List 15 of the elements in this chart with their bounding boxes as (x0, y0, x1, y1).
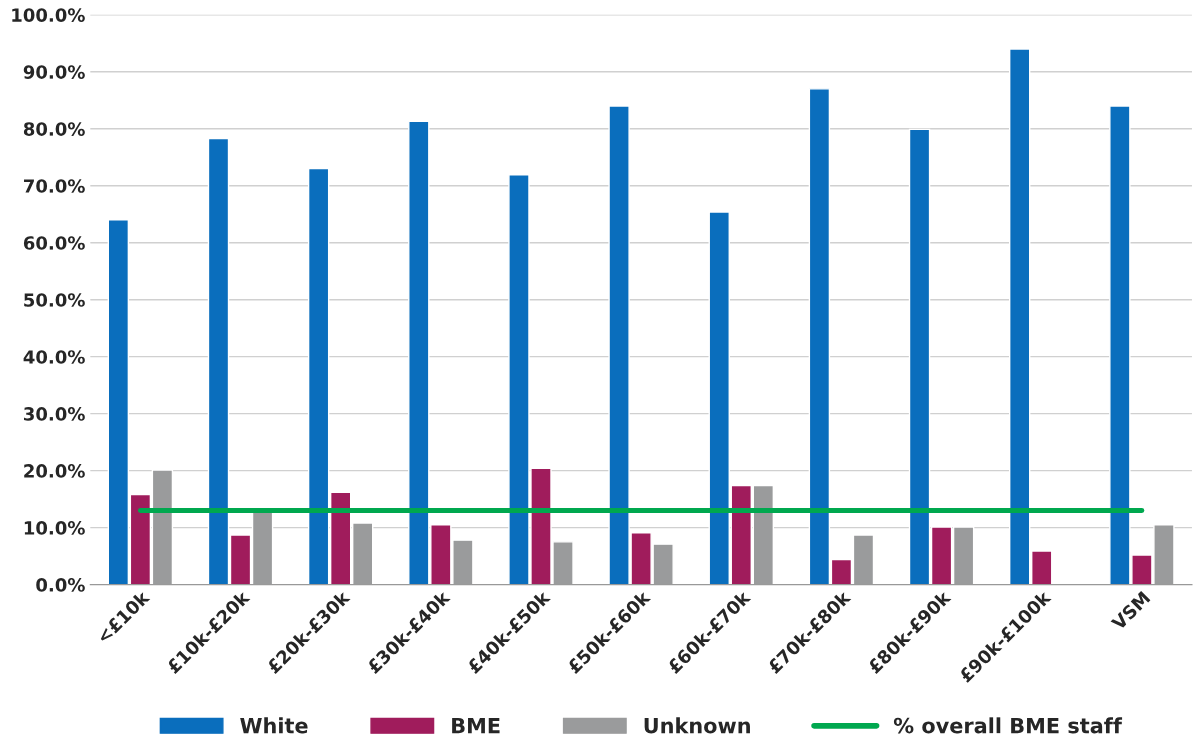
y-tick-label: 30.0% (24, 407, 85, 421)
y-tick-label: 80.0% (23, 122, 85, 136)
y-tick-label: 40.0% (23, 350, 85, 364)
y-tick-label: 100.0% (12, 8, 85, 22)
y-tick-label: 70.0% (24, 179, 85, 193)
legend-label: BME (452, 717, 500, 734)
y-tick-label: 60.0% (23, 236, 85, 250)
y-tick-label: 50.0% (24, 293, 85, 307)
y-tick-label: 90.0% (23, 65, 85, 79)
legend-label: Unknown (644, 717, 750, 734)
y-tick-label: 0.0% (36, 578, 85, 592)
y-tick-label: 20.0% (24, 464, 85, 478)
legend-label: White (240, 717, 308, 734)
legend-label: % overall BME staff (893, 717, 1123, 734)
y-tick-label: 10.0% (24, 521, 85, 535)
